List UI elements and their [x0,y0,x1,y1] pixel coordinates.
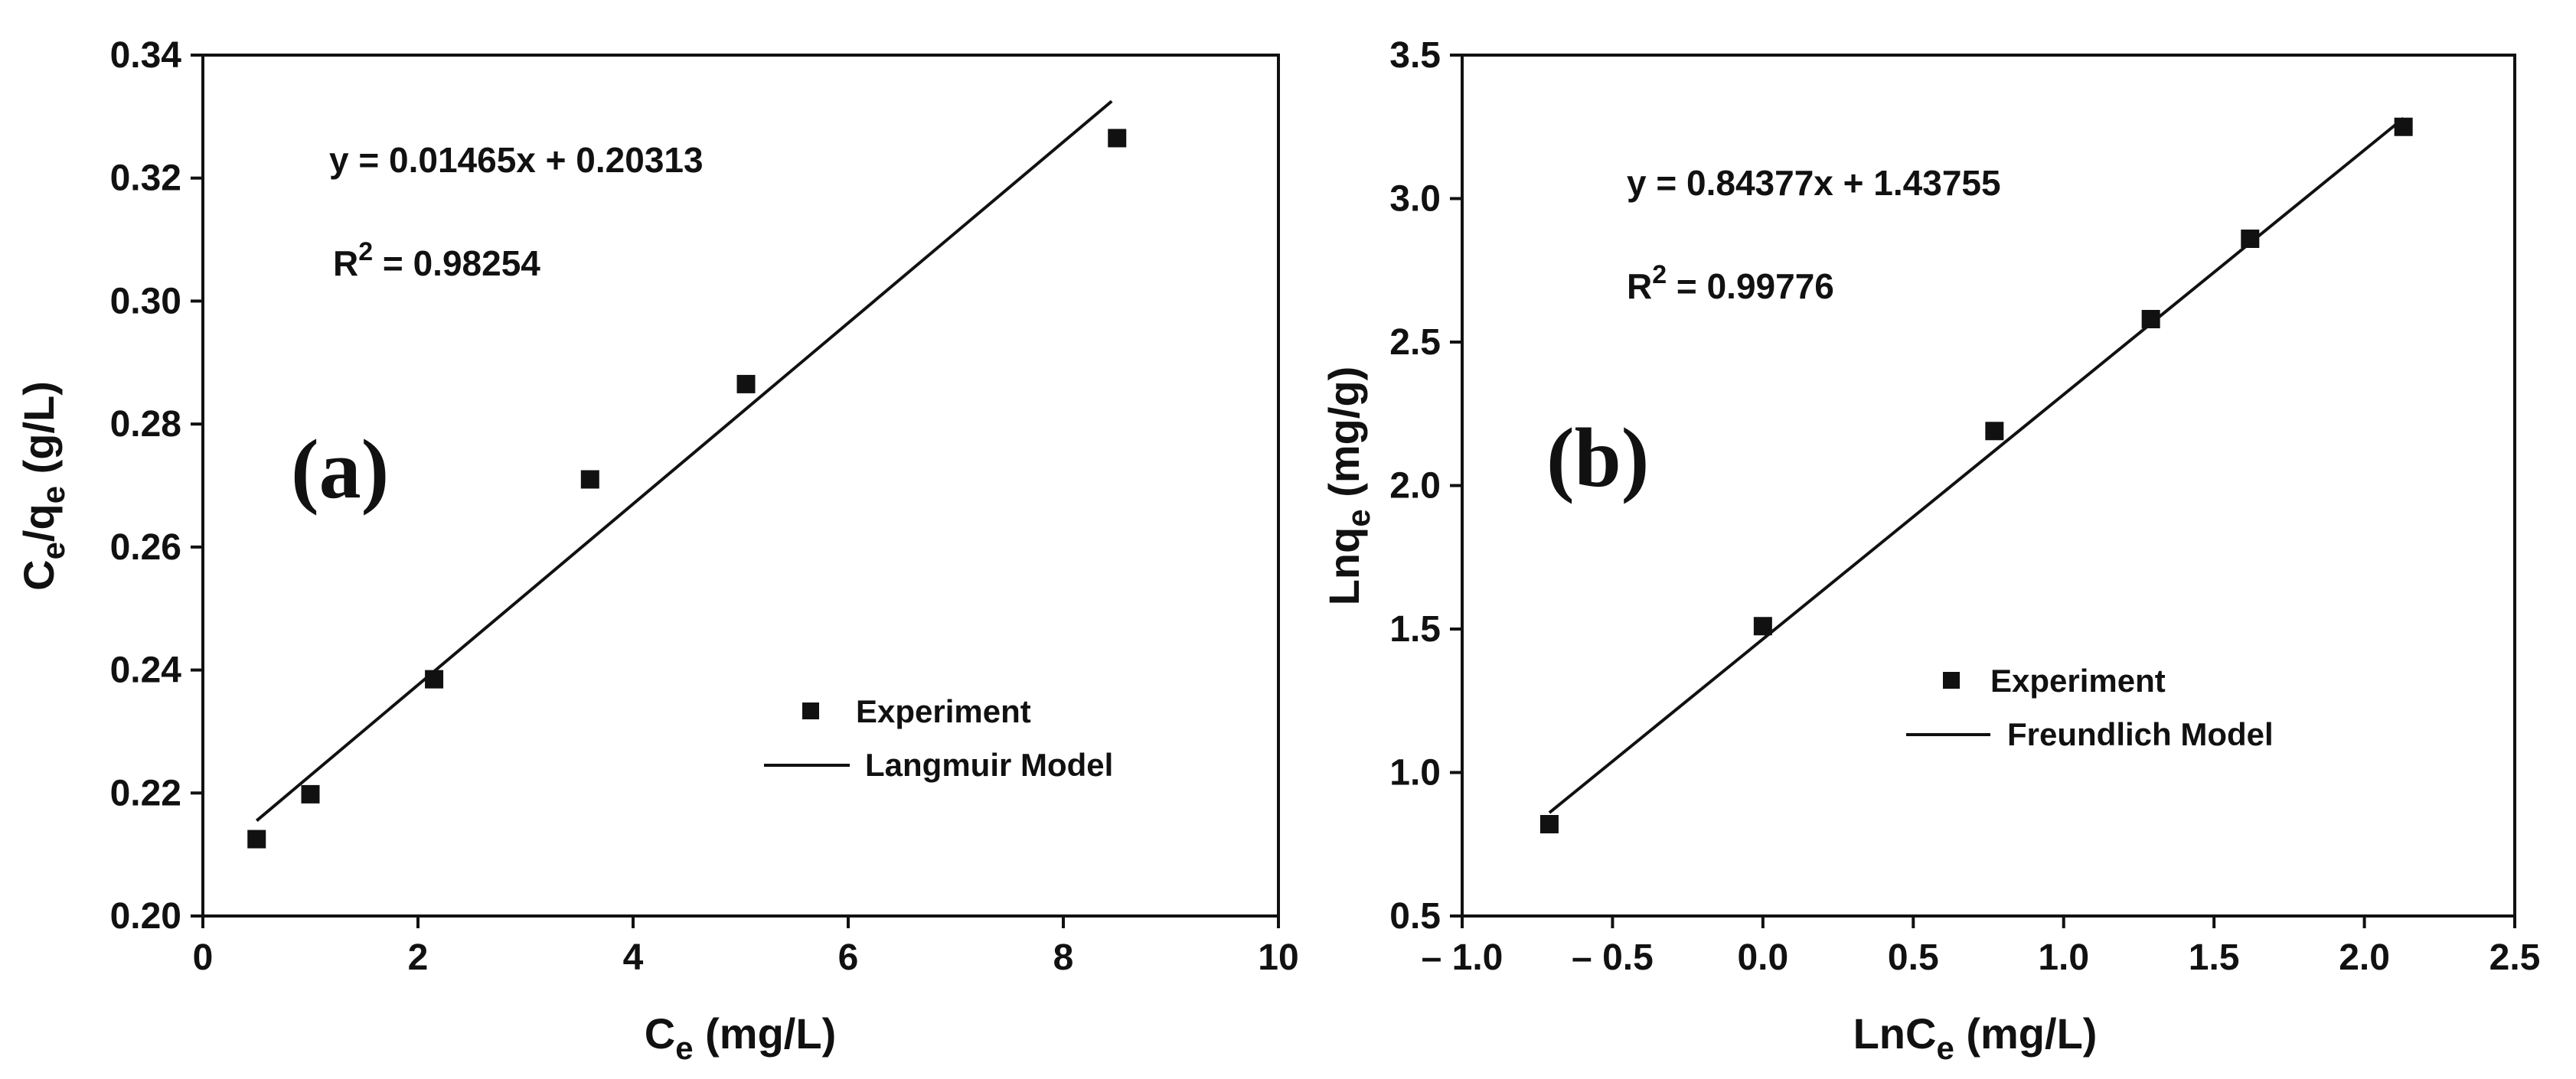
y-tick-label: 1.5 [1389,609,1441,650]
panel-a-equation: y = 0.01465x + 0.20313 [329,140,704,180]
panel-b-x-axis-label: LnCe (mg/L) [1853,1009,2098,1066]
data-point [1753,617,1772,636]
x-tick-label: 2.0 [2339,937,2390,978]
panel-b-y-axis: 0.5 1.0 1.5 2.0 2.5 3.0 3.5 [1389,35,1462,937]
fit-line [255,99,1113,822]
data-point [301,784,320,804]
y-tick-label: 0.34 [110,35,182,76]
fit-line [1548,116,2405,814]
y-tick-label: 0.26 [110,527,181,568]
panel-a-r-squared: R2 = 0.98254 [333,237,540,283]
y-tick-label: 1.0 [1389,753,1441,794]
x-tick-label: 0.5 [1888,937,1939,978]
panel-a-legend-model: Langmuir Model [865,747,1113,783]
data-point [1108,129,1127,148]
data-point [2141,310,2160,328]
data-point [425,670,444,689]
x-tick-label: – 1.0 [1422,937,1503,978]
x-tick-label: 2.5 [2489,937,2541,978]
data-point [736,374,756,393]
x-tick-label: 0 [193,937,214,978]
y-tick-label: 2.5 [1389,322,1441,363]
x-tick-label: 10 [1258,937,1298,978]
panel-a-langmuir: 0 2 4 6 8 10 0.20 0.22 0.24 0.26 0.28 0.30 0.32 0.34… [15,35,1299,1066]
y-tick-label: 0.20 [110,896,181,937]
x-tick-label: – 0.5 [1572,937,1654,978]
panel-a-x-axis: 0 2 4 6 8 10 [193,916,1299,978]
panel-a-x-axis-label: Ce (mg/L) [645,1009,836,1066]
x-tick-label: 8 [1053,937,1074,978]
panel-b-tag: (b) [1546,411,1649,504]
data-point [1539,815,1559,833]
data-point [2241,230,2260,248]
panel-a-legend-experiment: Experiment [856,693,1031,729]
y-tick-label: 0.28 [110,404,181,445]
y-tick-label: 0.30 [110,281,181,321]
panel-b-legend-experiment: Experiment [1990,663,2166,699]
panel-a-fit-line-group [255,99,1113,822]
y-tick-label: 2.0 [1389,466,1441,507]
y-tick-label: 0.22 [110,773,181,813]
x-tick-label: 1.5 [2189,937,2240,978]
x-tick-label: 1.0 [2038,937,2089,978]
panel-b-y-axis-label: Lnqe (mg/g) [1320,367,1376,606]
panel-b-legend-model: Freundlich Model [2007,716,2274,752]
data-point [580,470,599,489]
x-tick-label: 6 [838,937,859,978]
y-tick-label: 3.5 [1389,35,1441,76]
data-point [247,830,266,849]
y-tick-label: 0.32 [110,158,181,199]
x-tick-label: 2 [408,937,429,978]
data-point [2394,117,2413,136]
panel-a-y-axis-label: Ce/qe (g/L) [15,381,71,591]
panel-a-tag: (a) [291,422,389,516]
panel-b-x-axis: – 1.0 – 0.5 0.0 0.5 1.0 1.5 2.0 2.5 [1422,916,2541,978]
x-tick-label: 4 [623,937,644,978]
panel-a-y-axis: 0.20 0.22 0.24 0.26 0.28 0.30 0.32 0.34 [110,35,203,937]
panel-b-equation: y = 0.84377x + 1.43755 [1627,163,2001,203]
panel-b-freundlich: – 1.0 – 0.5 0.0 0.5 1.0 1.5 2.0 2.5 0.5 1.0 1.5 2.… [1320,35,2540,1066]
data-point [1985,422,2004,441]
y-tick-label: 3.0 [1389,179,1441,220]
panel-a-points-group [247,129,1127,849]
panel-b-points-group [1539,117,2413,833]
x-tick-label: 0.0 [1737,937,1788,978]
panel-b-fit-line-group [1548,116,2405,814]
y-tick-label: 0.5 [1389,896,1441,937]
panel-a-plot-frame [201,54,1280,918]
y-tick-label: 0.24 [110,650,182,691]
panel-b-r-squared: R2 = 0.99776 [1627,260,1834,306]
panel-a-legend-marker [802,702,819,719]
panel-b-legend-marker [1943,672,1960,689]
